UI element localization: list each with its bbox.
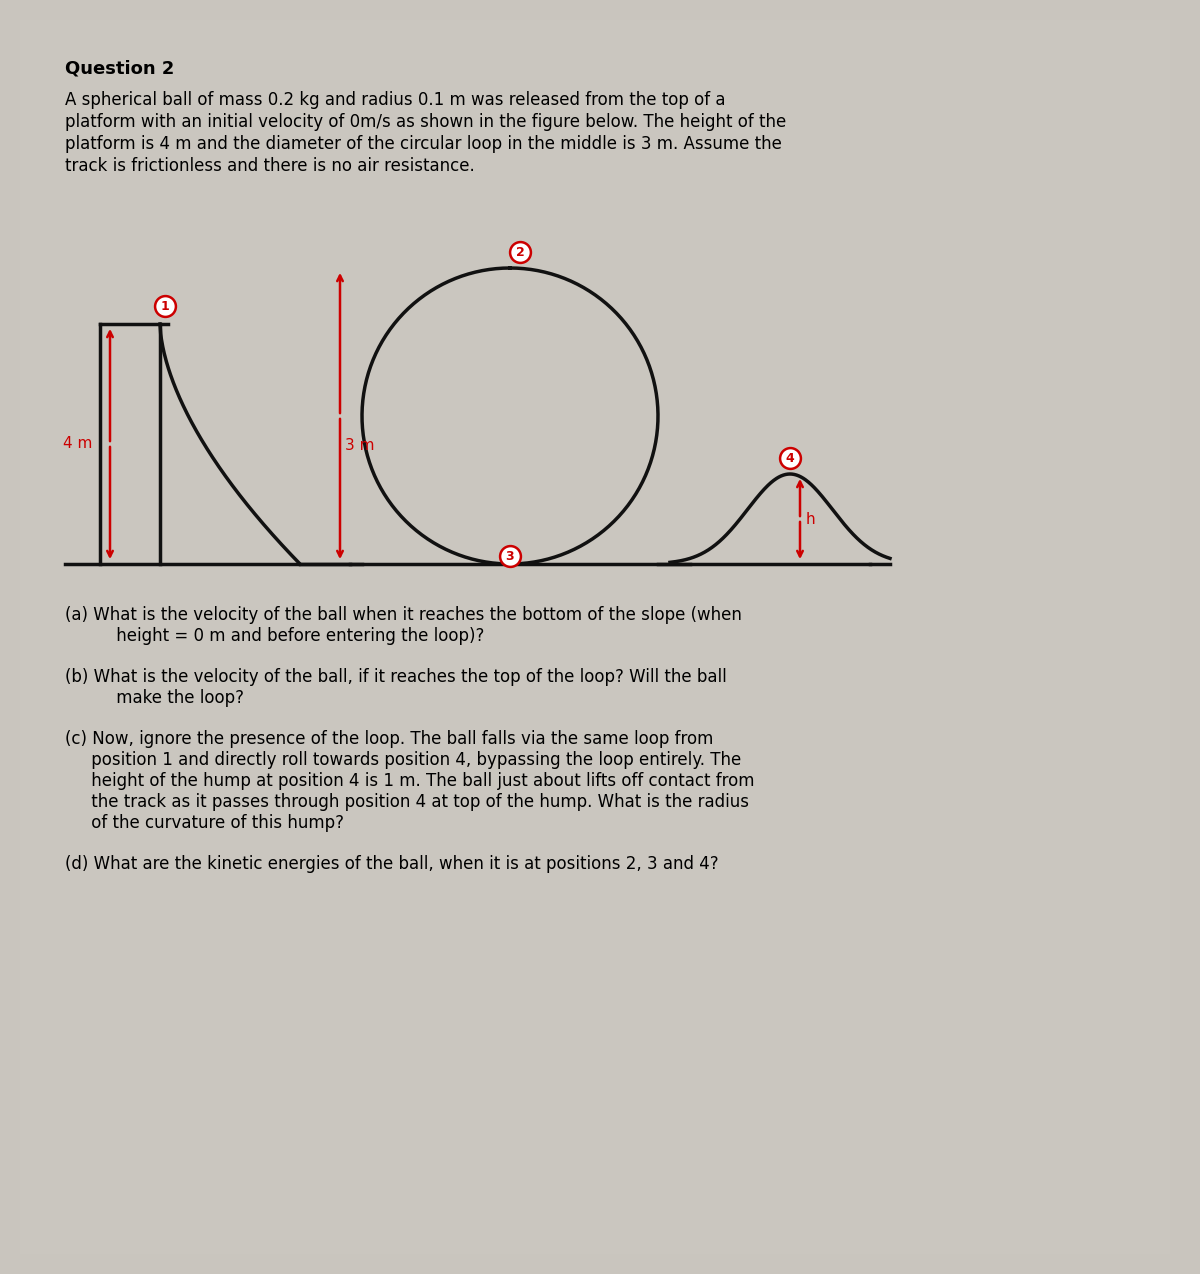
Text: platform is 4 m and the diameter of the circular loop in the middle is 3 m. Assu: platform is 4 m and the diameter of the … — [65, 135, 782, 153]
Text: (b) What is the velocity of the ball, if it reaches the top of the loop? Will th: (b) What is the velocity of the ball, if… — [65, 668, 727, 685]
Text: of the curvature of this hump?: of the curvature of this hump? — [65, 814, 344, 832]
Text: (d) What are the kinetic energies of the ball, when it is at positions 2, 3 and : (d) What are the kinetic energies of the… — [65, 855, 719, 873]
Text: (a) What is the velocity of the ball when it reaches the bottom of the slope (wh: (a) What is the velocity of the ball whe… — [65, 606, 742, 624]
Text: the track as it passes through position 4 at top of the hump. What is the radius: the track as it passes through position … — [65, 792, 749, 812]
Text: 3: 3 — [505, 549, 515, 563]
Text: 2: 2 — [516, 246, 524, 259]
Text: position 1 and directly roll towards position 4, bypassing the loop entirely. Th: position 1 and directly roll towards pos… — [65, 750, 742, 769]
Text: make the loop?: make the loop? — [90, 689, 244, 707]
Text: h: h — [806, 511, 816, 526]
Text: height of the hump at position 4 is 1 m. The ball just about lifts off contact f: height of the hump at position 4 is 1 m.… — [65, 772, 755, 790]
Text: (b) What is the velocity of the: (b) What is the velocity of the — [65, 668, 318, 685]
Text: 1: 1 — [161, 299, 169, 312]
Text: 4: 4 — [786, 451, 794, 465]
Text: platform with an initial velocity of 0m/s as shown in the figure below. The heig: platform with an initial velocity of 0m/… — [65, 113, 786, 131]
Text: 3 m: 3 m — [346, 438, 374, 454]
Text: track is frictionless and there is no air resistance.: track is frictionless and there is no ai… — [65, 157, 475, 175]
FancyBboxPatch shape — [20, 20, 1170, 1254]
Text: Question 2: Question 2 — [65, 59, 174, 76]
Text: A spherical ball of mass 0.2 kg and radius 0.1 m was released from the top of a: A spherical ball of mass 0.2 kg and radi… — [65, 90, 726, 110]
Text: (c) Now, ignore the presence of the loop. The ball falls via the same loop from: (c) Now, ignore the presence of the loop… — [65, 730, 713, 748]
Text: 4 m: 4 m — [62, 437, 92, 451]
Text: height = 0 m and before entering the loop)?: height = 0 m and before entering the loo… — [90, 627, 485, 645]
